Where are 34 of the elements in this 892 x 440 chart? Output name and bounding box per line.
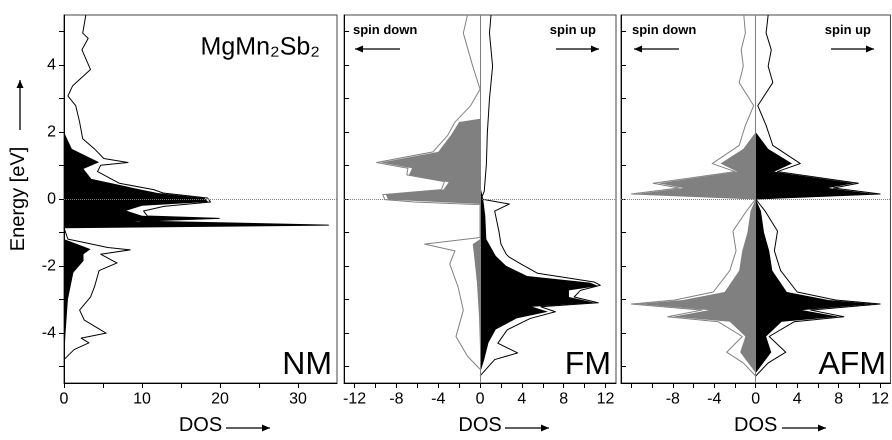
- annotation: spin down: [353, 22, 418, 37]
- x-tick-label: 10: [133, 390, 151, 408]
- x-tick-label: -12: [343, 390, 366, 408]
- annotation: NM: [282, 345, 332, 381]
- annotation: FM: [564, 345, 611, 381]
- annotation: spin up: [550, 22, 596, 37]
- y-tick-label: -2: [42, 257, 56, 274]
- y-tick-label: 4: [47, 56, 56, 74]
- x-tick-label: 12: [871, 390, 890, 408]
- x-tick-label: 0: [60, 390, 69, 408]
- annotation: AFM: [818, 345, 886, 381]
- x-tick-label: 8: [834, 390, 844, 408]
- x-tick-label: 4: [792, 390, 802, 408]
- x-tick-label: 12: [596, 390, 615, 408]
- x-tick-label: 30: [289, 390, 307, 408]
- x-tick-label: -8: [389, 390, 404, 408]
- x-tick-label: 4: [517, 390, 526, 408]
- x-tick-label: -4: [707, 390, 722, 408]
- y-tick-label: 2: [47, 124, 56, 141]
- x-tick-label: 8: [559, 390, 568, 408]
- x-tick-label: -8: [666, 390, 680, 408]
- x-axis-title: DOS: [458, 414, 502, 436]
- y-tick-label: 0: [47, 190, 56, 208]
- x-tick-label: 20: [211, 390, 229, 408]
- x-axis-title: DOS: [734, 414, 778, 436]
- x-tick-label: -4: [431, 390, 446, 408]
- annotation: spin up: [824, 22, 872, 37]
- y-tick-label: -4: [42, 324, 56, 342]
- y-axis-title: Energy [eV]: [7, 146, 29, 252]
- text: MgMn₂Sb₂: [200, 32, 320, 60]
- annotation: spin down: [632, 22, 696, 37]
- x-tick-label: 0: [751, 390, 760, 408]
- x-tick-label: 0: [476, 390, 485, 408]
- x-axis-title: DOS: [178, 414, 222, 436]
